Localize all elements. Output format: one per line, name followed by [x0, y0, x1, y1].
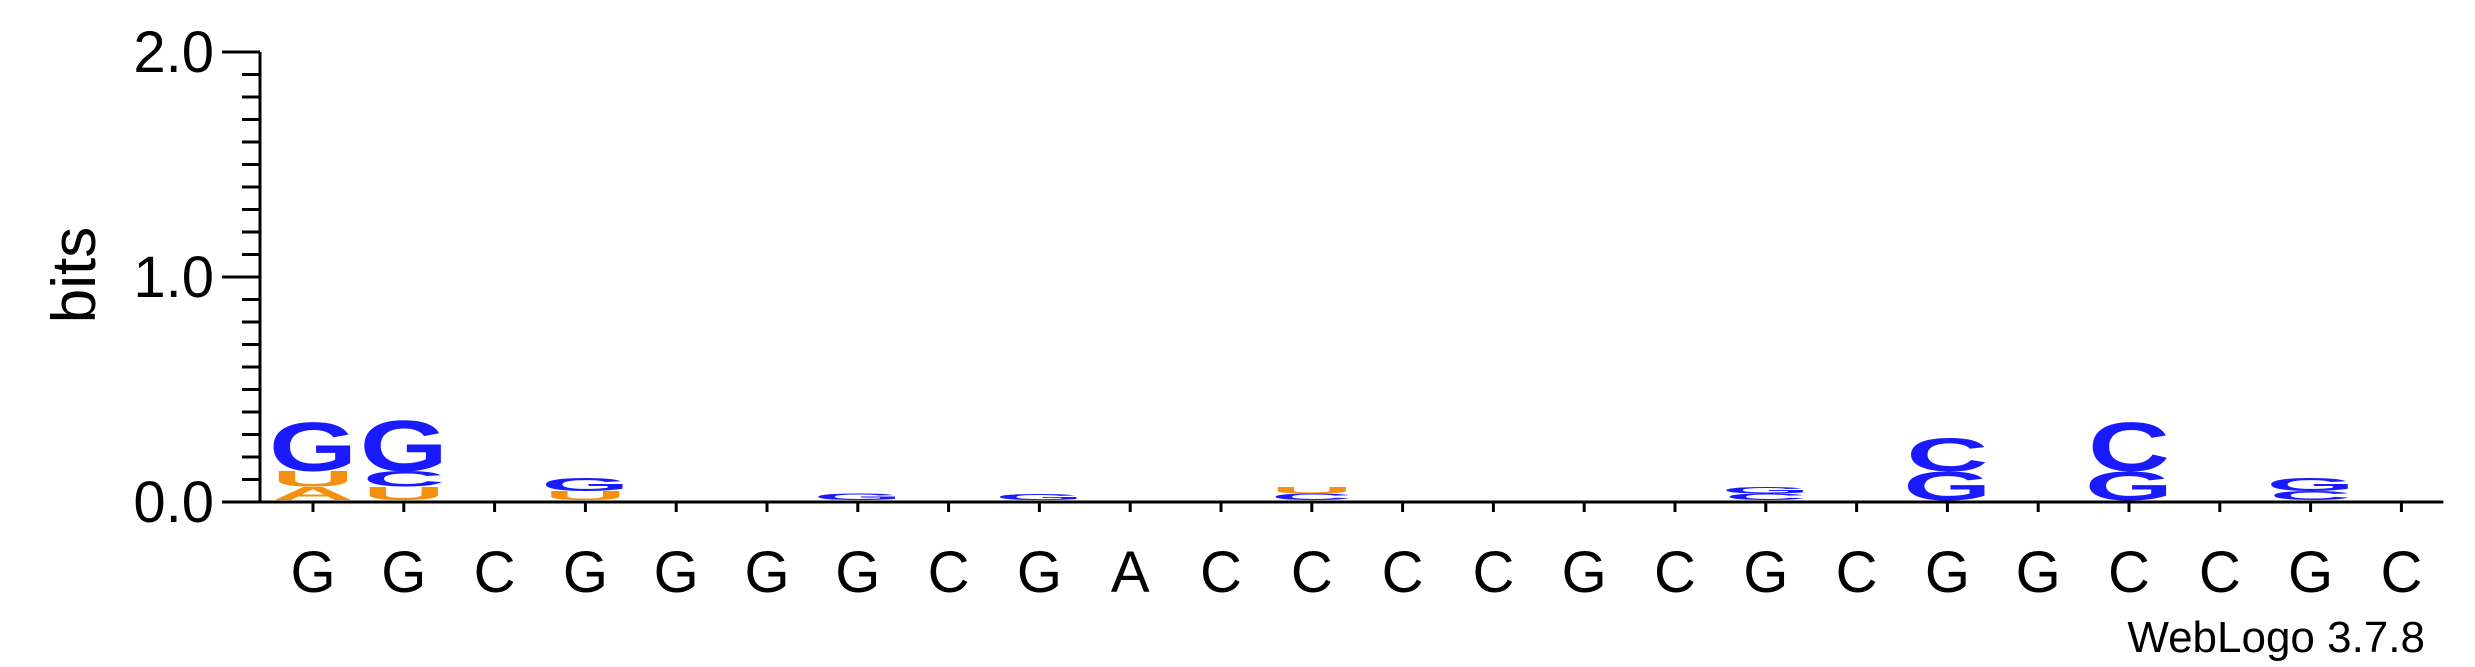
logo-letter-U: U [363, 483, 445, 504]
logo-letter-G: G [814, 492, 902, 503]
logo-letter-G: G [995, 493, 1083, 502]
logo-letter-G: G [541, 474, 629, 495]
x-tick-label: C [928, 540, 970, 605]
logo-letter-G: G [1722, 485, 1810, 496]
x-tick-label: G [290, 540, 335, 605]
x-tick-label: A [1111, 540, 1150, 605]
logo-letter-A: A [272, 483, 354, 504]
logo-letter-G: G [2266, 474, 2354, 495]
logo-letter-C: C [363, 467, 445, 491]
logo-letter-C: C [1725, 492, 1807, 503]
x-tick-label: G [835, 540, 880, 605]
logo-letter-G: G [269, 408, 357, 485]
x-tick-label: C [1472, 540, 1514, 605]
x-tick-label: C [2108, 540, 2150, 605]
x-tick-label: C [2199, 540, 2241, 605]
x-tick-label: C [2380, 540, 2422, 605]
x-tick-label: G [1925, 540, 1970, 605]
x-tick-label: G [563, 540, 608, 605]
x-tick-label: G [744, 540, 789, 605]
logo-letter-U: U [272, 467, 354, 491]
x-tick-label: C [474, 540, 516, 605]
logo-letter-C: C [2270, 489, 2352, 503]
logo-letter-C: C [1271, 492, 1353, 503]
x-tick-label: C [1836, 540, 1878, 605]
x-tick-label: G [1562, 540, 1607, 605]
logo-letter-U: U [1271, 485, 1353, 496]
x-tick-label: G [654, 540, 699, 605]
y-tick-label: 2.0 [133, 20, 214, 85]
x-tick-label: C [1654, 540, 1696, 605]
x-tick-label: G [1743, 540, 1788, 605]
x-tick-label: C [1291, 540, 1333, 605]
x-tick-label: G [2016, 540, 2061, 605]
weblogo-credit: WebLogo 3.7.8 [2127, 613, 2425, 662]
y-tick-label: 1.0 [133, 245, 214, 310]
x-tick-label: C [1382, 540, 1424, 605]
y-axis: 0.0 1.0 2.0 [133, 20, 262, 535]
logo-letter-C: C [2088, 408, 2170, 485]
x-tick-label: G [1017, 540, 1062, 605]
x-tick-label: G [2288, 540, 2333, 605]
logo-letter-C: C [1906, 428, 1988, 481]
logo-letter-U: U [544, 489, 626, 503]
x-tick-label: G [381, 540, 426, 605]
y-axis-label: bits [40, 227, 109, 323]
y-tick-label: 0.0 [133, 470, 214, 535]
logo-letter-G: G [360, 406, 448, 487]
x-tick-label: C [1200, 540, 1242, 605]
